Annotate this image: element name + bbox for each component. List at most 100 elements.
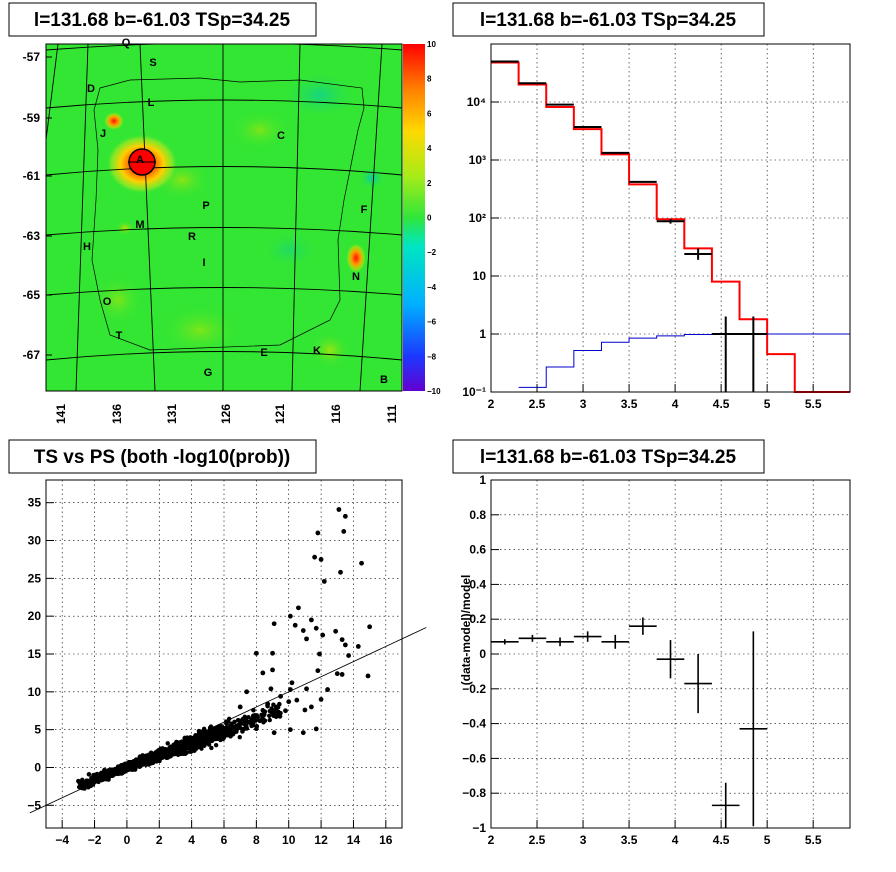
scatter-grid [46, 480, 402, 828]
scatter-point [277, 714, 283, 719]
source-label-b: B [380, 374, 388, 386]
colorbar [403, 44, 425, 391]
y-tick-label: 20 [28, 609, 42, 623]
x-tick-label: 2.5 [529, 397, 546, 411]
scatter-point [251, 720, 256, 726]
source-label-c: C [277, 130, 285, 142]
scatter-point [200, 738, 205, 743]
y-tick-label: 1 [479, 473, 486, 487]
y-tick-label: −0.4 [462, 717, 486, 731]
source-label-s: S [149, 57, 156, 69]
scatter-point [304, 636, 309, 642]
scatter-point [206, 739, 211, 745]
y-tick-label: 0.8 [469, 508, 486, 522]
scatter-point [287, 613, 293, 619]
residual-y-axis-label: (data-model)/model [459, 575, 473, 686]
x-tick-label: 4 [672, 833, 679, 847]
scatter-point [253, 650, 259, 656]
scatter-point [271, 708, 276, 713]
scatter-point [173, 751, 179, 757]
scatter-point [277, 701, 282, 707]
scatter-point [241, 726, 247, 732]
y-tick-label: 30 [28, 534, 42, 548]
residual-panel: 2 2.5 3 3.5 4 4.5 5 5.5 −1 −0.8 −0.6 −0.4 −0.2 0 0.2 0.… [452, 439, 851, 847]
scatter-point [367, 624, 373, 630]
residual-axes: 2 2.5 3 3.5 4 4.5 5 5.5 −1 −0.8 −0.6 −0.4 −0.2 0 0.2 0.… [462, 473, 822, 847]
scatter-point [312, 554, 318, 560]
x-tick-label: 5.5 [805, 833, 822, 847]
x-tick-label: 4.5 [713, 397, 730, 411]
x-tick-label: 2 [156, 833, 163, 847]
scatter-point [296, 605, 301, 611]
skymap-frame [45, 43, 403, 392]
y-tick-label: 0.2 [469, 612, 486, 626]
scatter-point [257, 718, 262, 723]
source-label-d: D [87, 83, 95, 95]
x-tick-label: 4 [188, 833, 195, 847]
scatter-point [240, 716, 246, 722]
model-histogram [491, 61, 850, 393]
colorbar-tick-labels: 10 8 6 4 2 0 −2 −4 −6 −8 −10 [427, 40, 441, 396]
skymap-title-box [8, 2, 317, 37]
scatter-point [342, 642, 348, 648]
y-tick-label: 0.4 [469, 577, 486, 591]
scatter-point [325, 687, 330, 692]
y-tick-label: 10⁴ [467, 95, 486, 109]
scatter-point [308, 704, 314, 710]
hotspot-j [104, 112, 124, 130]
y-tick-label: −1 [472, 821, 486, 835]
colorbar-tick-label: −4 [427, 283, 437, 292]
scatter-point [97, 774, 102, 779]
scatter-title-box [8, 439, 317, 474]
scatter-point [148, 760, 153, 765]
x-tick-label: 6 [221, 833, 228, 847]
spectrum-title: l=131.68 b=-61.03 TSp=34.25 [480, 10, 737, 31]
source-label-r: R [188, 231, 196, 243]
scatter-point [237, 735, 242, 740]
scatter-point [183, 751, 188, 756]
source-label-i: I [202, 257, 205, 269]
scatter-point [261, 717, 266, 722]
skymap-y-tick-label: -65 [23, 288, 41, 302]
x-tick-label: 16 [379, 833, 393, 847]
scatter-point [359, 560, 364, 566]
scatter-point [300, 730, 306, 736]
scatter-point [336, 507, 342, 512]
x-tick-label: 5 [764, 833, 771, 847]
skymap-y-tick-label: -67 [23, 348, 41, 362]
scatter-point [271, 621, 277, 627]
scatter-point [218, 731, 223, 736]
source-label-h: H [83, 241, 91, 253]
skymap-y-tick-label: -61 [23, 169, 41, 183]
y-tick-label: 10 [28, 685, 42, 699]
scatter-point [214, 726, 219, 731]
scatter-panel: −4 −2 0 2 4 6 8 10 12 14 16 −5 0 5 10 15 20 25 30 35 TS vs … [8, 439, 427, 847]
spectrum-axes: 2 2.5 3 3.5 4 4.5 5 5.5 10⁻¹ 1 10 10² 10³ 10⁴ [462, 95, 822, 411]
x-tick-label: 12 [314, 833, 328, 847]
scatter-point [196, 728, 202, 734]
scatter-point [187, 749, 193, 754]
scatter-point [192, 748, 197, 753]
scatter-point [267, 717, 272, 723]
scatter-point [228, 724, 233, 729]
scatter-point [213, 729, 219, 735]
scatter-point [234, 725, 239, 730]
scatter-point [304, 686, 309, 692]
x-tick-label: 0 [124, 833, 131, 847]
scatter-point [203, 736, 208, 741]
y-tick-label: 10³ [469, 153, 486, 167]
skymap-x-tick-label: 136 [110, 404, 124, 424]
residual-title-box [452, 439, 765, 474]
scatter-point [108, 770, 114, 775]
scatter-point [267, 713, 272, 718]
scatter-point [234, 729, 239, 734]
scatter-point [182, 748, 188, 753]
scatter-point [206, 734, 212, 740]
residual-title: l=131.68 b=-61.03 TSp=34.25 [480, 447, 737, 468]
colorbar-tick-label: −6 [427, 318, 437, 327]
source-label-o: O [103, 296, 112, 308]
skymap-y-tick-label: -59 [23, 111, 41, 125]
colorbar-tick-label: 0 [427, 214, 432, 223]
scatter-point [318, 696, 324, 702]
